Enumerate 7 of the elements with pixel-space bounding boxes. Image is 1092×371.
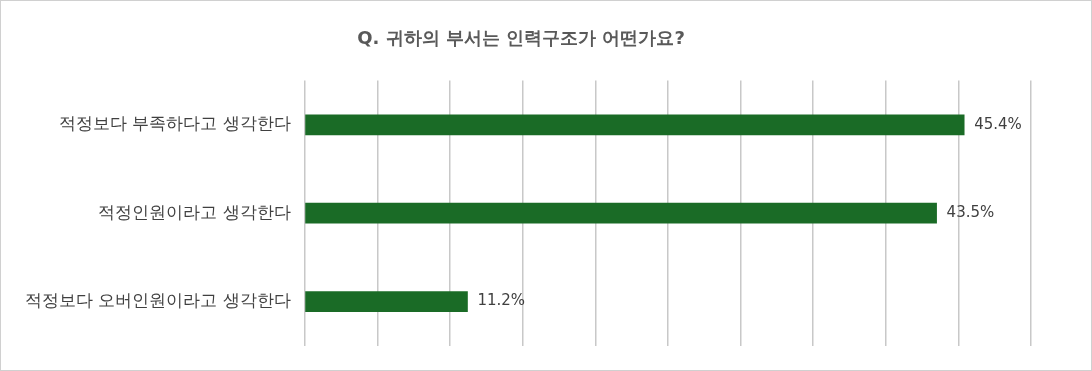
y-tick-label: 적정보다 오버인원이라고 생각한다 [25, 290, 291, 311]
y-tick-label: 적정인원이라고 생각한다 [98, 201, 291, 222]
data-label: 45.4% [974, 114, 1022, 133]
data-label: 43.5% [946, 203, 995, 222]
data-label: 11.2% [477, 291, 526, 310]
y-tick-label: 적정보다 부족하다고 생각한다 [59, 113, 291, 134]
chart-title: Q. 귀하의 부서는 인력구조가 어떤가요? [357, 27, 685, 49]
